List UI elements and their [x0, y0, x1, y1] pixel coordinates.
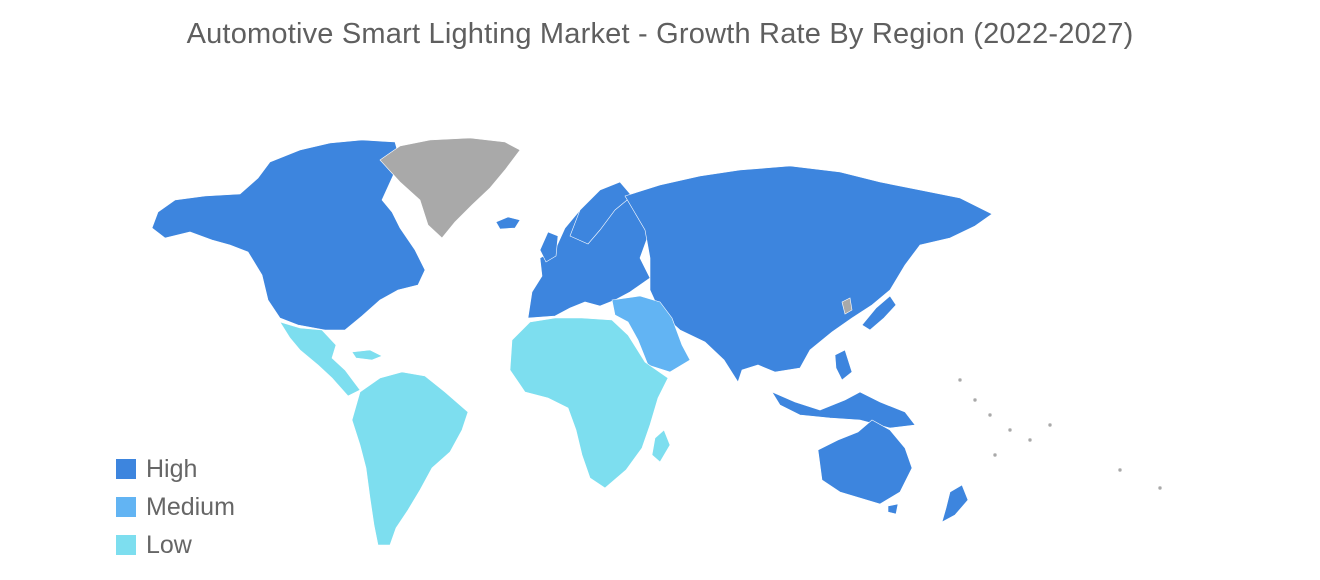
region-australia [817, 419, 913, 505]
legend-swatch-low [116, 535, 136, 555]
legend-label-high: High [146, 454, 198, 483]
region-pacific-islands [957, 377, 1163, 491]
legend-item-high: High [116, 450, 235, 488]
chart-title: Automotive Smart Lighting Market - Growt… [186, 18, 1134, 50]
region-greenland [379, 137, 521, 239]
region-philippines [834, 349, 853, 381]
region-south-america [351, 371, 469, 546]
legend-swatch-medium [116, 497, 136, 517]
region-iceland [495, 216, 521, 230]
legend-item-medium: Medium [116, 488, 235, 526]
legend-swatch-high [116, 459, 136, 479]
region-new-zealand [941, 484, 969, 523]
region-uk-ireland [539, 231, 559, 263]
legend: High Medium Low [116, 450, 235, 564]
region-southeast-asia [771, 391, 916, 429]
region-korea [841, 297, 853, 315]
region-asia [624, 165, 993, 383]
legend-label-low: Low [146, 530, 192, 559]
region-madagascar [651, 429, 671, 463]
legend-item-low: Low [116, 526, 235, 564]
region-tasmania [887, 503, 899, 515]
region-north-america [151, 139, 426, 331]
region-japan [861, 295, 897, 331]
region-middle-east [611, 295, 691, 373]
legend-label-medium: Medium [146, 492, 235, 521]
region-africa [509, 317, 669, 489]
region-mexico-central-america [279, 321, 361, 397]
region-caribbean [351, 349, 383, 361]
